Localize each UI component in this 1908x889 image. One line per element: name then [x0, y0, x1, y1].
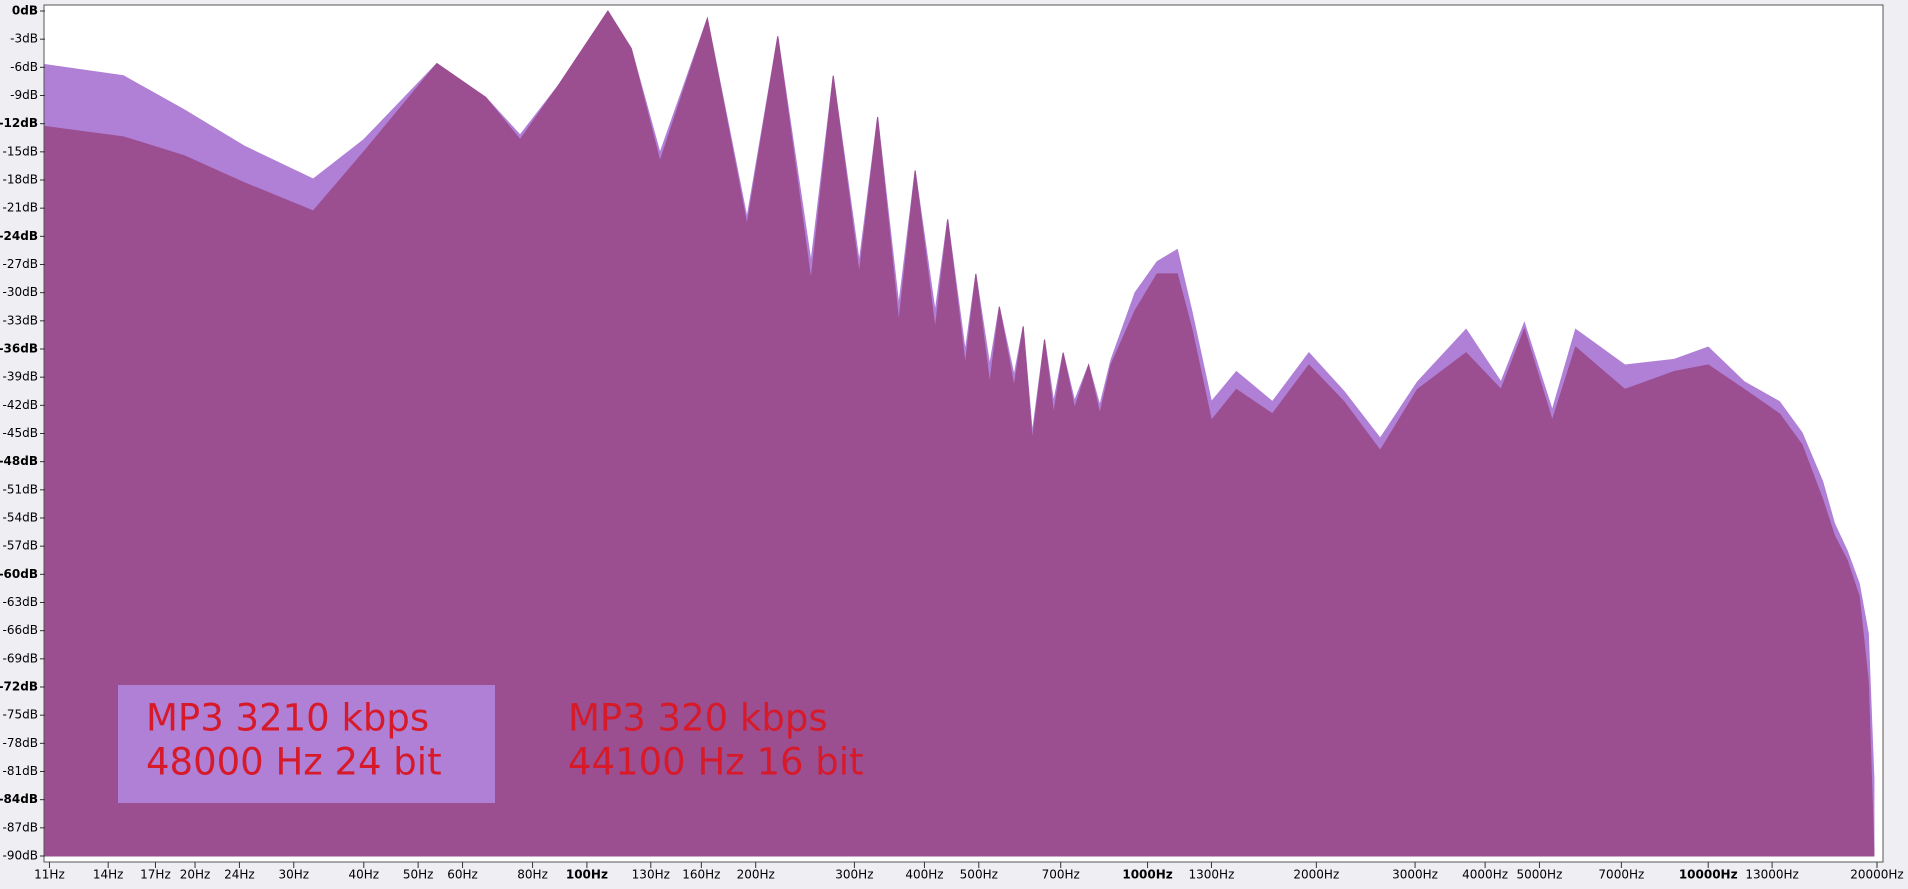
x-tick-label: 30Hz: [278, 868, 309, 882]
y-tick-label: -60dB: [0, 567, 38, 581]
y-tick-label: 0dB: [12, 4, 38, 18]
x-tick-label: 17Hz: [140, 868, 171, 882]
x-tick-label: 130Hz: [632, 868, 670, 882]
y-tick-label: -12dB: [0, 116, 38, 130]
x-tick-label: 2000Hz: [1293, 868, 1339, 882]
y-tick-label: -57dB: [3, 539, 38, 553]
y-tick-label: -21dB: [3, 201, 38, 215]
y-tick-label: -75dB: [3, 708, 38, 722]
y-tick-label: -9dB: [10, 88, 38, 102]
x-tick-label: 40Hz: [349, 868, 380, 882]
y-tick-label: -72dB: [0, 680, 38, 694]
y-tick-label: -66dB: [3, 623, 38, 637]
legend-format: 44100 Hz 16 bit: [568, 741, 864, 784]
x-tick-label: 200Hz: [737, 868, 775, 882]
x-tick-label: 1300Hz: [1189, 868, 1235, 882]
x-tick-label: 5000Hz: [1517, 868, 1563, 882]
spectrum-area: [44, 10, 1875, 857]
y-tick-label: -90dB: [3, 849, 38, 863]
x-tick-label: 1000Hz: [1122, 868, 1172, 882]
x-tick-label: 300Hz: [835, 868, 873, 882]
x-tick-label: 13000Hz: [1745, 868, 1799, 882]
y-tick-label: -69dB: [3, 651, 38, 665]
y-tick-label: -33dB: [3, 313, 38, 327]
y-tick-label: -51dB: [3, 482, 38, 496]
y-tick-label: -63dB: [3, 595, 38, 609]
y-tick-label: -27dB: [3, 257, 38, 271]
x-tick-label: 80Hz: [517, 868, 548, 882]
y-tick-label: -3dB: [10, 32, 38, 46]
y-tick-label: -6dB: [10, 60, 38, 74]
legend-box: [118, 685, 495, 803]
x-tick-label: 60Hz: [447, 868, 478, 882]
x-tick-label: 7000Hz: [1598, 868, 1644, 882]
legend-label: MP3 320 kbps: [568, 697, 828, 740]
y-tick-label: -87dB: [3, 820, 38, 834]
x-tick-label: 24Hz: [224, 868, 255, 882]
y-tick-label: -45dB: [3, 426, 38, 440]
x-tick-label: 20000Hz: [1850, 868, 1904, 882]
x-tick-label: 400Hz: [905, 868, 943, 882]
x-tick-label: 10000Hz: [1679, 868, 1738, 882]
y-tick-label: -15dB: [3, 144, 38, 158]
areas: [44, 10, 1875, 857]
y-tick-label: -81dB: [3, 764, 38, 778]
y-tick-label: -24dB: [0, 229, 38, 243]
x-tick-label: 14Hz: [93, 868, 124, 882]
y-tick-label: -18dB: [3, 173, 38, 187]
y-tick-label: -42dB: [3, 398, 38, 412]
y-tick-label: -78dB: [3, 736, 38, 750]
axes: 0dB -3dB -6dB -9dB -12dB -15dB -18dB -21dB -24dB…: [0, 4, 1904, 882]
y-tick-label: -30dB: [3, 285, 38, 299]
legend-format: 48000 Hz 24 bit: [146, 741, 442, 784]
y-tick-label: -84dB: [0, 792, 38, 806]
y-tick-label: -36dB: [0, 342, 38, 356]
y-tick-label: -39dB: [3, 370, 38, 384]
x-tick-label: 20Hz: [180, 868, 211, 882]
x-tick-label: 11Hz: [34, 868, 65, 882]
x-tick-label: 700Hz: [1042, 868, 1080, 882]
x-tick-label: 500Hz: [960, 868, 998, 882]
y-tick-label: -48dB: [0, 454, 38, 468]
x-tick-label: 3000Hz: [1392, 868, 1438, 882]
x-tick-label: 160Hz: [682, 868, 720, 882]
x-tick-label: 4000Hz: [1462, 868, 1508, 882]
y-tick-label: -54dB: [3, 511, 38, 525]
x-tick-label: 50Hz: [403, 868, 434, 882]
x-tick-label: 100Hz: [566, 868, 608, 882]
legend-label: MP3 3210 kbps: [146, 697, 429, 740]
